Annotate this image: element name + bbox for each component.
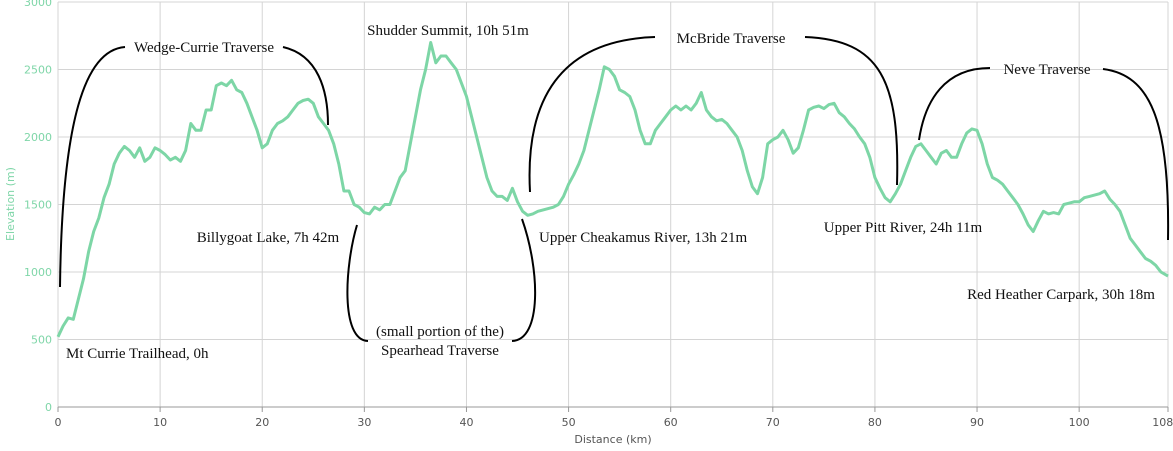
- brace: [918, 67, 991, 141]
- x-tick-label: 50: [562, 416, 576, 429]
- annotation: Red Heather Carpark, 30h 18m: [967, 287, 1155, 303]
- y-tick-label: 3000: [24, 0, 52, 9]
- y-tick-label: 2000: [24, 131, 52, 144]
- brace: [282, 46, 329, 126]
- brace: [346, 224, 369, 342]
- annotation: Mt Currie Trailhead, 0h: [66, 346, 209, 362]
- y-tick-label: 1000: [24, 266, 52, 279]
- annotations: Wedge-Currie Traverse Shudder Summit, 10h…: [66, 23, 1155, 362]
- x-tick-label: 60: [664, 416, 678, 429]
- brace: [1102, 68, 1170, 241]
- x-tick-label: 0: [55, 416, 62, 429]
- annotation: Shudder Summit, 10h 51m: [367, 23, 529, 39]
- y-tick-label: 2500: [24, 64, 52, 77]
- annotation: Neve Traverse: [1003, 62, 1090, 78]
- annotation: McBride Traverse: [677, 31, 786, 47]
- annotation: Upper Pitt River, 24h 11m: [824, 220, 983, 236]
- y-tick-label: 1500: [24, 199, 52, 212]
- y-axis-label: Elevation (m): [4, 167, 17, 241]
- x-tick-label: 30: [357, 416, 371, 429]
- annotation: (small portion of the): [376, 324, 504, 340]
- annotation: Spearhead Traverse: [381, 343, 499, 359]
- brace: [804, 36, 899, 186]
- brace: [511, 218, 537, 342]
- x-tick-label: 40: [459, 416, 473, 429]
- annotation: Billygoat Lake, 7h 42m: [197, 230, 340, 246]
- x-axis-label: Distance (km): [574, 433, 651, 446]
- brace: [528, 36, 656, 193]
- x-tick-label: 20: [255, 416, 269, 429]
- annotation: Wedge-Currie Traverse: [134, 40, 274, 56]
- annotation: Upper Cheakamus River, 13h 21m: [539, 230, 747, 246]
- x-tick-label: 70: [766, 416, 780, 429]
- elevation-line: [56, 41, 1169, 338]
- x-tick-label: 10: [153, 416, 167, 429]
- x-tick-label: 100: [1069, 416, 1090, 429]
- plot: 0 500 1000 1500 2000 2500 3000 0 10 20 30 40 50 60 70 8…: [24, 0, 1173, 429]
- braces: [59, 36, 1170, 342]
- y-tick-label: 500: [31, 334, 52, 347]
- y-tick-label: 0: [45, 401, 52, 414]
- x-tick-label: 90: [970, 416, 984, 429]
- x-tick-label: 108.7: [1152, 416, 1173, 429]
- brace: [59, 46, 126, 288]
- x-tick-label: 80: [868, 416, 882, 429]
